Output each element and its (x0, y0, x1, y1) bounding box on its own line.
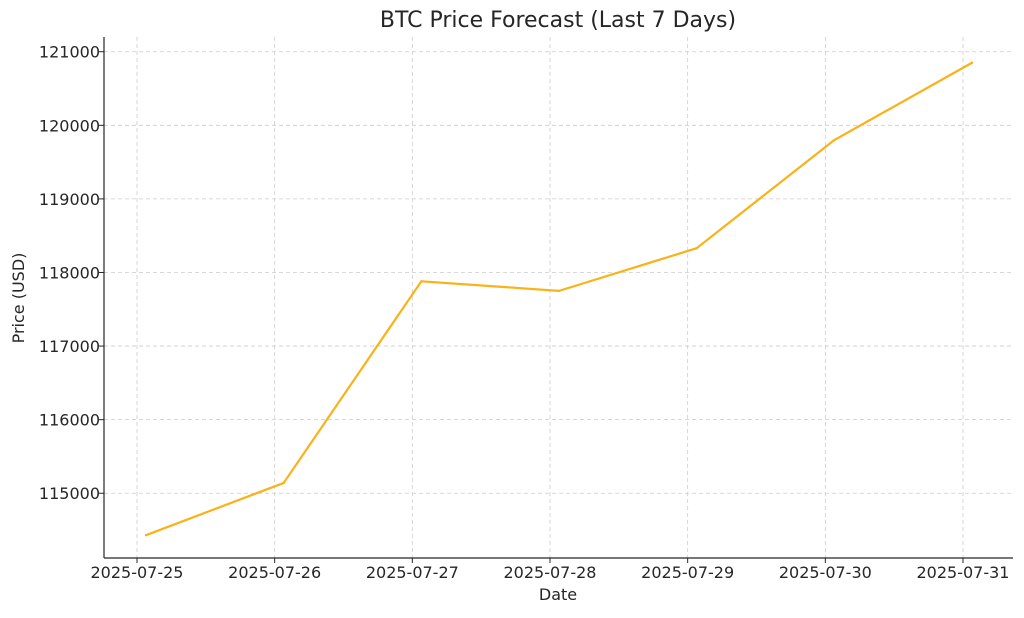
axes (99, 37, 1013, 563)
data-point (970, 61, 974, 64)
y-tick-label: 119000 (39, 190, 100, 209)
x-tick-label: 2025-07-26 (228, 563, 321, 582)
data-point (557, 289, 561, 293)
y-tick-label: 120000 (39, 116, 100, 135)
x-tick-label: 2025-07-25 (91, 563, 184, 582)
series-line (145, 61, 973, 537)
x-axis-label: Date (539, 585, 577, 604)
x-tick-label: 2025-07-27 (366, 563, 459, 582)
x-tick-label: 2025-07-31 (917, 563, 1010, 582)
y-tick-label: 117000 (39, 337, 100, 356)
y-tick-label: 116000 (39, 411, 100, 430)
x-tick-label: 2025-07-29 (641, 563, 734, 582)
x-tick-label: 2025-07-28 (504, 563, 597, 582)
chart-title: BTC Price Forecast (Last 7 Days) (380, 8, 736, 33)
y-tick-label: 118000 (39, 263, 100, 282)
y-tick-label: 115000 (39, 484, 100, 503)
plot-area (144, 61, 974, 537)
data-point (420, 280, 423, 283)
data-point (282, 481, 285, 485)
data-point (144, 533, 148, 537)
x-tick-label: 2025-07-30 (779, 563, 872, 582)
data-point (833, 138, 836, 142)
y-tick-label: 121000 (39, 43, 100, 62)
y-axis-label: Price (USD) (9, 253, 28, 344)
data-point (695, 246, 698, 250)
tick-labels: 2025-07-25 2025-07-26 2025-07-27 2025-07-28… (39, 43, 1010, 582)
